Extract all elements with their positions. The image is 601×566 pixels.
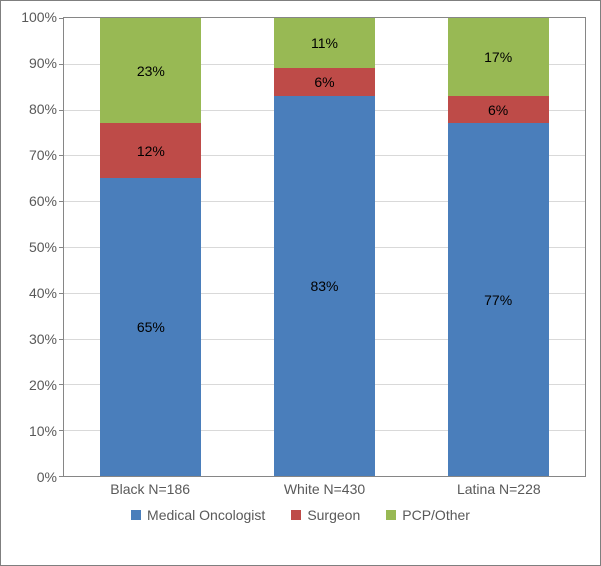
y-tick-label: 60% bbox=[29, 193, 57, 209]
y-tick-label: 10% bbox=[29, 423, 57, 439]
bar: 23% 12% 65% bbox=[100, 18, 201, 476]
bar-segment-surgeon: 12% bbox=[100, 123, 201, 178]
y-tick-label: 40% bbox=[29, 285, 57, 301]
legend-label: Surgeon bbox=[307, 507, 360, 523]
data-label: 23% bbox=[137, 63, 165, 79]
y-tick-label: 90% bbox=[29, 55, 57, 71]
y-tick-label: 20% bbox=[29, 377, 57, 393]
data-label: 6% bbox=[488, 102, 508, 118]
y-tick-mark bbox=[59, 476, 64, 477]
bar-segment-medical_oncologist: 65% bbox=[100, 178, 201, 476]
legend-item-medical_oncologist: Medical Oncologist bbox=[131, 507, 265, 523]
data-label: 11% bbox=[311, 35, 338, 51]
bar-segment-medical_oncologist: 77% bbox=[448, 123, 549, 476]
bar: 17% 6% 77% bbox=[448, 18, 549, 476]
y-tick-label: 70% bbox=[29, 147, 57, 163]
x-label: Black N=186 bbox=[63, 481, 237, 497]
y-axis: 0%10%20%30%40%50%60%70%80%90%100% bbox=[15, 17, 63, 477]
bars-row: 23% 12% 65% 11% 6% 83% 17% 6% 77% bbox=[64, 18, 585, 476]
plot-area: 0%10%20%30%40%50%60%70%80%90%100% 23%12%… bbox=[15, 17, 586, 477]
legend-label: Medical Oncologist bbox=[147, 507, 265, 523]
data-label: 17% bbox=[484, 49, 512, 65]
data-label: 6% bbox=[314, 74, 334, 90]
legend: Medical Oncologist Surgeon PCP/Other bbox=[15, 507, 586, 523]
bar-segment-medical_oncologist: 83% bbox=[274, 96, 375, 476]
bar-segment-pcp_other: 23% bbox=[100, 18, 201, 123]
data-label: 83% bbox=[310, 278, 338, 294]
legend-swatch bbox=[291, 510, 301, 520]
x-label: White N=430 bbox=[237, 481, 411, 497]
legend-swatch bbox=[131, 510, 141, 520]
x-label: Latina N=228 bbox=[412, 481, 586, 497]
legend-item-surgeon: Surgeon bbox=[291, 507, 360, 523]
y-tick-label: 0% bbox=[37, 469, 57, 485]
bar-segment-pcp_other: 11% bbox=[274, 18, 375, 68]
bar-segment-pcp_other: 17% bbox=[448, 18, 549, 96]
x-axis: Black N=186White N=430Latina N=228 bbox=[63, 481, 586, 497]
bar-segment-surgeon: 6% bbox=[448, 96, 549, 123]
y-tick-label: 50% bbox=[29, 239, 57, 255]
y-tick-label: 100% bbox=[21, 9, 57, 25]
legend-label: PCP/Other bbox=[402, 507, 470, 523]
legend-item-pcp_other: PCP/Other bbox=[386, 507, 470, 523]
y-tick-label: 80% bbox=[29, 101, 57, 117]
chart-container: 0% 10% 20% 30% 40% 50% 60% 70% 80% 90% 100% 23% 12%… bbox=[0, 0, 601, 566]
bar-segment-surgeon: 6% bbox=[274, 68, 375, 95]
data-label: 12% bbox=[137, 143, 165, 159]
y-tick-label: 30% bbox=[29, 331, 57, 347]
bar: 11% 6% 83% bbox=[274, 18, 375, 476]
data-label: 65% bbox=[137, 319, 165, 335]
legend-swatch bbox=[386, 510, 396, 520]
plot: 23% 12% 65% 11% 6% 83% 17% 6% 77% bbox=[63, 17, 586, 477]
data-label: 77% bbox=[484, 292, 512, 308]
